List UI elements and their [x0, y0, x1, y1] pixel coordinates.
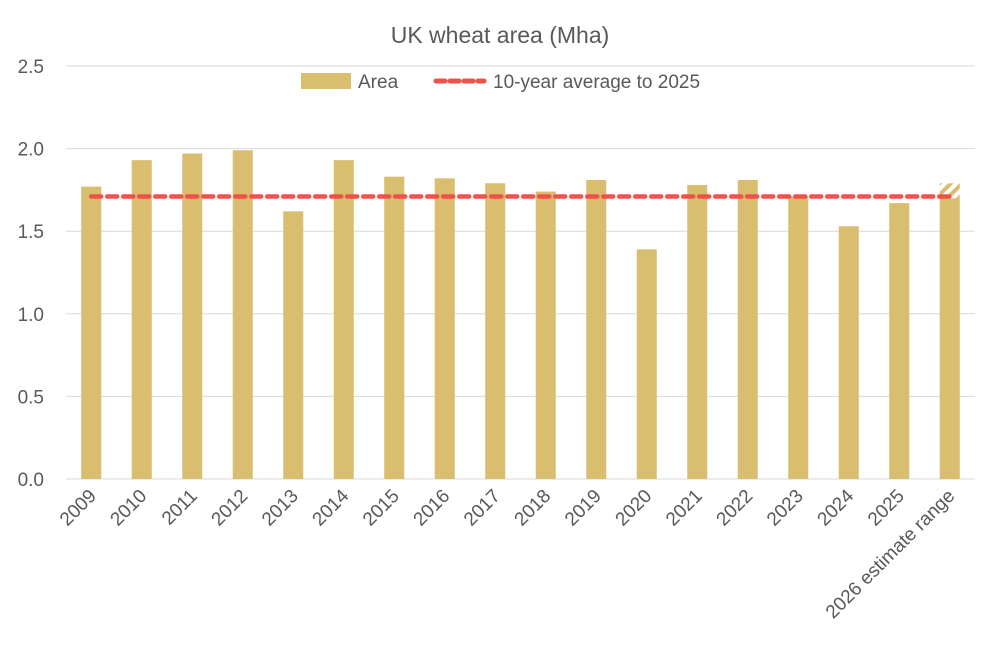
- bar-2018: [535, 191, 556, 479]
- bar-2011: [182, 153, 203, 479]
- x-tick-label: 2015: [359, 486, 404, 531]
- y-tick-label: 2.0: [18, 140, 44, 161]
- x-tick-label: 2025: [864, 486, 909, 531]
- bar-2022: [737, 179, 758, 479]
- bar-2024: [838, 226, 859, 479]
- bar-2013: [283, 211, 304, 479]
- bar-2021: [687, 184, 708, 479]
- x-tick-label: 2014: [309, 485, 354, 530]
- x-tick-label: 2019: [561, 486, 606, 531]
- bar-2015: [384, 176, 405, 479]
- x-tick-label: 2023: [763, 486, 808, 531]
- x-tick-label: 2011: [158, 486, 202, 530]
- legend-label-average: 10-year average to 2025: [493, 72, 700, 93]
- x-tick-label: 2021: [662, 486, 707, 531]
- x-tick-label: 2016: [410, 486, 455, 531]
- legend-label-area: Area: [358, 72, 399, 93]
- bar-2012: [232, 150, 253, 479]
- legend-swatch-area: [301, 73, 351, 89]
- x-tick-label: 2012: [208, 486, 253, 531]
- bar-2025: [889, 203, 910, 479]
- x-tick-label: 2009: [56, 486, 101, 531]
- y-tick-label: 1.5: [18, 222, 44, 243]
- y-tick-label: 1.0: [18, 305, 44, 326]
- x-tick-label: 2024: [814, 485, 859, 530]
- bar-2009: [81, 186, 102, 479]
- x-tick-label: 2020: [612, 486, 657, 531]
- bar-2014: [333, 160, 354, 479]
- x-tick-label: 2018: [511, 486, 556, 531]
- x-tick-label: 2013: [258, 486, 303, 531]
- bar-2026-estimate-range: [939, 198, 960, 479]
- y-tick-label: 2.5: [18, 57, 44, 78]
- chart-title: UK wheat area (Mha): [391, 22, 610, 48]
- y-tick-label: 0.5: [18, 387, 44, 408]
- x-tick-label: 2022: [713, 486, 758, 531]
- x-tick-label: 2017: [460, 486, 505, 531]
- bar-2023: [788, 196, 809, 479]
- bar-2010: [131, 160, 152, 479]
- bar-2019: [586, 179, 607, 479]
- y-tick-label: 0.0: [18, 470, 44, 491]
- bar-2020: [636, 249, 657, 479]
- bar-2016: [434, 178, 455, 479]
- bar-2017: [485, 183, 506, 480]
- legend: Area 10-year average to 2025: [301, 72, 700, 93]
- x-tick-label: 2010: [107, 486, 152, 531]
